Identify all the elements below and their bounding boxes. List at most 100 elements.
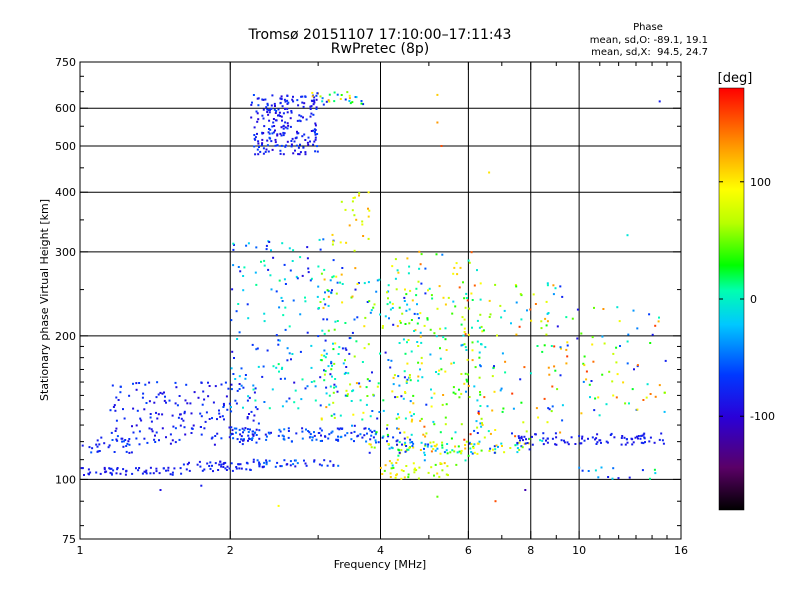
data-point: [107, 446, 110, 449]
data-point: [261, 143, 263, 146]
data-point: [551, 405, 554, 408]
data-point: [284, 328, 287, 331]
data-point: [397, 427, 400, 430]
data-point: [530, 319, 533, 322]
data-point: [400, 449, 403, 452]
data-point: [644, 441, 646, 444]
data-point: [320, 354, 323, 357]
data-point: [299, 350, 302, 353]
data-point: [270, 140, 273, 143]
data-point: [394, 476, 397, 479]
data-point: [318, 307, 320, 309]
data-point: [654, 472, 657, 475]
data-point: [492, 366, 495, 369]
data-point: [436, 447, 439, 450]
data-point: [546, 284, 549, 287]
data-point: [396, 427, 399, 430]
data-point: [185, 468, 188, 471]
data-point: [116, 435, 119, 438]
data-point: [642, 442, 645, 445]
data-point: [565, 316, 568, 319]
data-point: [314, 385, 317, 388]
data-point: [220, 465, 223, 468]
data-point: [479, 313, 482, 316]
data-point: [402, 338, 405, 341]
data-point: [404, 352, 407, 355]
data-point: [551, 437, 554, 440]
data-point: [269, 128, 272, 131]
data-point: [398, 342, 401, 344]
data-point: [624, 402, 627, 405]
data-point: [193, 391, 196, 394]
data-point: [252, 460, 255, 463]
data-point: [145, 469, 148, 472]
data-point: [420, 362, 423, 365]
data-point: [424, 444, 427, 447]
data-point: [278, 370, 280, 373]
data-point: [348, 337, 351, 340]
data-point: [500, 442, 503, 445]
data-point: [287, 427, 290, 430]
data-point: [283, 438, 286, 441]
data-point: [663, 410, 666, 413]
data-point: [351, 101, 354, 104]
data-point: [108, 444, 111, 447]
data-point: [216, 418, 218, 421]
data-point: [391, 302, 394, 305]
data-point: [286, 102, 289, 105]
data-point: [634, 436, 637, 439]
data-point: [268, 111, 271, 114]
data-point: [387, 359, 390, 361]
data-point: [299, 151, 302, 154]
data-point: [261, 138, 264, 141]
data-point: [519, 439, 521, 442]
phase-mean-o: mean, sd,O: -89.1, 19.1: [590, 35, 708, 46]
data-point: [279, 430, 282, 433]
data-point: [412, 442, 415, 445]
data-point: [230, 388, 233, 391]
data-point: [334, 378, 337, 380]
data-point: [583, 355, 586, 358]
data-point: [646, 383, 649, 386]
y-tick-label: 100: [55, 473, 76, 486]
data-point: [367, 191, 370, 194]
data-point: [476, 442, 479, 445]
data-point: [489, 447, 492, 450]
data-point: [136, 409, 139, 412]
data-point: [386, 440, 388, 443]
data-point: [287, 124, 290, 127]
data-point: [203, 398, 206, 401]
data-point: [376, 279, 379, 282]
data-point: [591, 336, 594, 339]
data-point: [274, 138, 277, 141]
data-point: [313, 380, 316, 383]
data-point: [252, 458, 255, 461]
data-point: [157, 413, 160, 416]
data-point: [340, 273, 343, 276]
data-point: [397, 454, 400, 457]
data-point: [388, 317, 390, 320]
data-point: [424, 435, 427, 438]
data-point: [353, 440, 355, 443]
phase-mean-x: mean, sd,X: 94.5, 24.7: [591, 47, 708, 58]
data-point: [154, 434, 156, 437]
data-point: [186, 402, 189, 405]
data-point: [266, 144, 269, 147]
data-point: [443, 451, 446, 454]
data-point: [296, 277, 299, 280]
data-point: [258, 465, 261, 467]
data-point: [524, 442, 527, 445]
data-point: [220, 463, 223, 466]
data-point: [364, 427, 367, 430]
data-point: [258, 429, 261, 432]
data-point: [404, 441, 407, 444]
data-point: [365, 403, 368, 406]
data-point: [165, 469, 167, 472]
data-point: [447, 296, 450, 299]
data-point: [289, 464, 292, 467]
data-point: [316, 133, 319, 135]
data-point: [420, 356, 423, 359]
data-point: [537, 416, 540, 419]
data-point: [408, 322, 411, 325]
data-point: [446, 452, 449, 455]
